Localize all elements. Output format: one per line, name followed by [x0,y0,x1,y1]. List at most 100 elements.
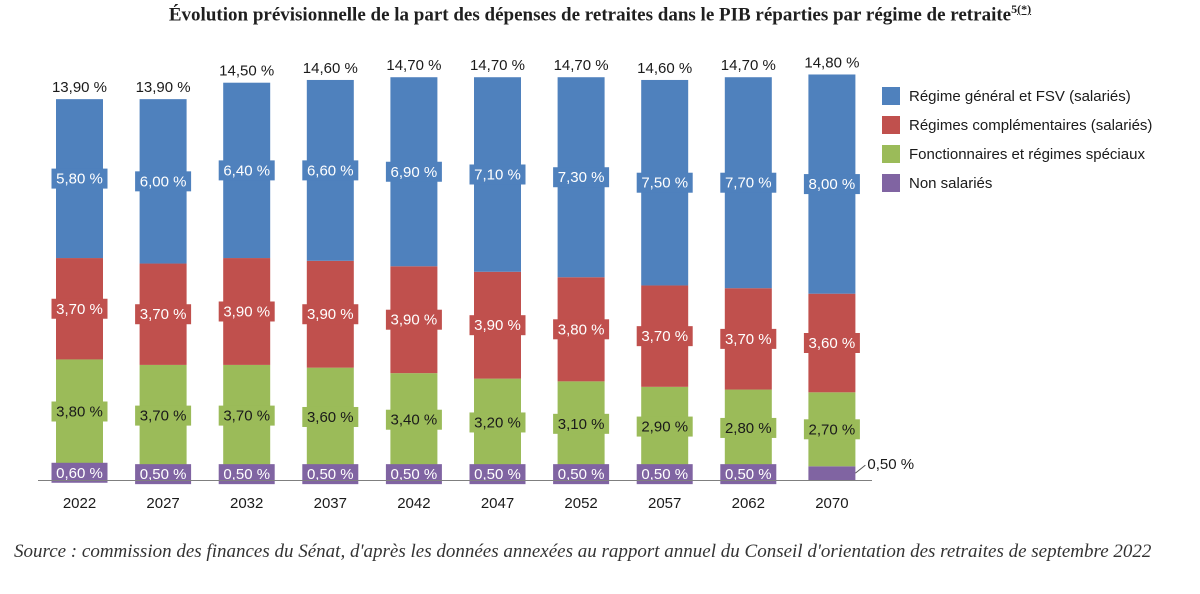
segment-label-box [218,405,275,426]
segment-label: 0,50 % [558,466,605,483]
segment-label: 3,70 % [140,306,187,323]
segment-label-box [553,167,610,188]
segment-label-box [720,172,777,193]
segment-label: 3,70 % [725,331,772,348]
segment-label-box [720,417,777,438]
legend-swatch [882,174,900,192]
segment-label: 3,10 % [558,416,605,433]
total-label: 14,70 % [470,57,525,74]
segment-label: 0,50 % [307,466,354,483]
segment-label: 6,40 % [223,162,270,179]
segment-label-box [803,419,860,440]
segment-label-box [135,405,192,426]
segment-label: 2,70 % [809,421,856,438]
segment-label-box [803,333,860,353]
segment-label-box [636,326,693,347]
segment-label: 6,90 % [391,164,438,181]
segment-label-box [385,309,442,330]
segment-label-box [51,168,108,189]
segment-label-box [135,464,192,485]
segment-label: 3,40 % [391,412,438,429]
legend: Régime général et FSV (salariés) Régimes … [882,87,1152,192]
title-footnote-link[interactable]: (*) [1017,2,1032,16]
segment-label-box [51,298,108,319]
segment-label-box [51,462,108,483]
segment-label: 0,50 % [223,466,270,483]
segment-label: 3,60 % [307,409,354,426]
segment-label: 7,10 % [474,166,521,183]
segment-label: 3,80 % [56,404,103,421]
segment-label-box [469,315,526,336]
segment-label: 0,50 % [725,466,772,483]
segment-label: 0,50 % [474,466,521,483]
segment-label-box [636,172,693,193]
x-tick-label: 2052 [564,495,597,512]
segment-label: 3,60 % [809,335,856,352]
chart-title-text: Évolution prévisionnelle de la part des … [168,4,1012,26]
title-footnote: 5(*) [1011,2,1032,16]
legend-label: Fonctionnaires et régimes spéciaux [909,146,1145,163]
segment-labels: 0,60 % 3,80 % 3,70 % 5,80 % 0,50 % 3,70 % 3,70… [51,160,914,485]
leader-line [855,464,866,474]
segment-label: 3,90 % [307,306,354,323]
segment-label-box [385,464,442,485]
segment-label-box [385,409,442,430]
x-tick-label: 2062 [732,495,765,512]
segment-label: 3,80 % [558,321,605,338]
segment-label-box [302,304,359,325]
segment-label: 3,90 % [391,312,438,329]
segment-label: 2,80 % [725,420,772,437]
x-tick-label: 2057 [648,495,681,512]
segment-label: 7,70 % [725,175,772,192]
total-label: 14,70 % [554,57,609,74]
segment-label-box [553,413,610,434]
total-label: 13,90 % [136,79,191,96]
chart-title: Évolution prévisionnelle de la part des … [0,2,1200,26]
segment-label-box [720,464,777,485]
segment-label-box [803,174,860,195]
segment-label-box [553,464,610,485]
total-label: 14,80 % [804,54,859,71]
segment-label-box [636,416,693,437]
segment-label: 3,90 % [474,317,521,334]
segment-label: 0,50 % [867,456,914,473]
segment-label-box [218,160,275,181]
total-label: 14,50 % [219,63,274,80]
legend-swatch [882,145,900,163]
stacked-bar-chart: 13,90 % 2022 13,90 % 2027 14,50 % 2032 14,60 %… [38,54,1152,512]
bar-segment [808,466,856,480]
segment-label: 7,50 % [641,175,688,192]
legend-swatch [882,87,900,105]
segment-label-box [636,464,693,485]
x-tick-label: 2027 [146,495,179,512]
segment-label: 0,50 % [641,466,688,483]
x-tick-label: 2042 [397,495,430,512]
segment-label-box [302,160,359,181]
segment-label: 0,60 % [56,465,103,482]
source-note: Source : commission des finances du Séna… [14,541,1152,562]
segment-label: 5,80 % [56,171,103,188]
segment-label-box [720,328,777,349]
bar-column-2022 [56,99,103,480]
total-label: 14,60 % [637,60,692,77]
legend-label: Non salariés [909,175,992,192]
segment-label-box [469,412,526,433]
segment-label: 3,20 % [474,414,521,431]
total-label: 13,90 % [52,79,107,96]
total-label: 14,70 % [386,57,441,74]
segment-label-box [218,464,275,485]
segment-label: 2,90 % [641,419,688,436]
segment-label-box [302,406,359,427]
segment-label: 6,60 % [307,162,354,179]
legend-label: Régimes complémentaires (salariés) [909,117,1152,134]
segment-label-box [553,319,610,340]
x-tick-label: 2037 [314,495,347,512]
segment-label: 0,50 % [140,466,187,483]
segment-label: 8,00 % [809,176,856,193]
bar-column-2070 [808,74,856,480]
segment-label-box [469,464,526,485]
segment-label-box [302,464,359,485]
legend-label: Régime général et FSV (salariés) [909,88,1131,105]
segment-label-box [51,401,108,422]
segment-label: 3,70 % [140,408,187,425]
